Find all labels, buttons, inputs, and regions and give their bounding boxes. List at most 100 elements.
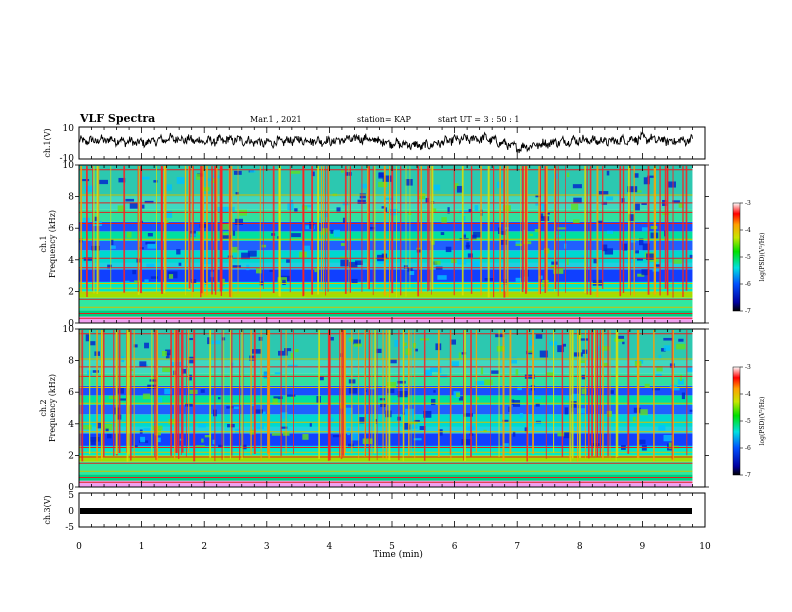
spec2-yticks-label: 10 bbox=[63, 325, 75, 335]
spec1-patch bbox=[636, 190, 642, 193]
spec1-patch bbox=[84, 185, 95, 193]
spec2-patch bbox=[134, 445, 138, 448]
spec2-patch bbox=[96, 421, 102, 429]
spec2-patch bbox=[353, 339, 361, 345]
spec2-patch bbox=[376, 348, 382, 354]
spec1-patch bbox=[378, 172, 384, 179]
spec1-patch bbox=[678, 202, 684, 208]
spec1-patch bbox=[198, 231, 201, 235]
spec1-patch bbox=[124, 280, 130, 284]
spec2-patch bbox=[343, 407, 353, 415]
ch2-spectrogram-yticklabels: 0 2 4 6 8 10 bbox=[63, 325, 75, 493]
spec2-patch bbox=[503, 443, 509, 448]
spec2-patch bbox=[606, 410, 612, 417]
spec2-patch bbox=[644, 383, 650, 388]
spec1-patch bbox=[581, 255, 587, 258]
x-axis-ticklabel: 6 bbox=[452, 542, 458, 552]
ch2-spectrogram-image bbox=[79, 329, 705, 487]
spec2-patch bbox=[287, 394, 296, 397]
spec2-patch bbox=[563, 432, 571, 439]
spec1-patch bbox=[141, 176, 150, 180]
spec1-patch bbox=[606, 230, 614, 234]
spec2-patch bbox=[204, 435, 212, 438]
ch2-colorbar-label: log(PSD)(V²/Hz) bbox=[759, 397, 766, 446]
spec1-patch bbox=[566, 172, 570, 178]
spec1-patch bbox=[282, 279, 286, 286]
spec2-patch bbox=[284, 348, 292, 352]
spec1-patch bbox=[336, 207, 341, 212]
spec1-patch bbox=[314, 267, 317, 273]
x-axis-ticklabel: 3 bbox=[264, 542, 270, 552]
cb1-ticks-label: -4 bbox=[745, 227, 751, 234]
spec1-patch bbox=[635, 203, 640, 211]
spec1-patch bbox=[672, 200, 680, 204]
spec2-patch bbox=[480, 367, 484, 375]
cb2-ticks-label: -3 bbox=[745, 364, 751, 371]
spec1-patch bbox=[463, 232, 467, 238]
spec1-patch bbox=[144, 200, 154, 204]
spec1-patch bbox=[204, 280, 208, 285]
spec2-patch bbox=[658, 425, 666, 431]
spec2-patch bbox=[181, 368, 187, 374]
spec1-patch bbox=[465, 244, 470, 248]
spec1-patch bbox=[445, 246, 452, 253]
spec1-patch bbox=[235, 192, 239, 195]
spec2-patch bbox=[271, 433, 282, 436]
spec2-patch bbox=[655, 373, 662, 377]
x-axis-ticklabel: 0 bbox=[76, 542, 82, 552]
spec1-patch bbox=[554, 234, 561, 238]
spec2-patch bbox=[519, 413, 524, 418]
x-axis-ticklabel: 10 bbox=[699, 542, 711, 552]
spec1-patch bbox=[428, 267, 433, 270]
ch1-colorbar-label: log(PSD)(V²/Hz) bbox=[759, 233, 766, 282]
spec2-patch bbox=[390, 359, 397, 364]
spec2-patch bbox=[496, 346, 505, 352]
spec1-patch bbox=[340, 170, 344, 173]
spec1-patch bbox=[474, 205, 479, 212]
spec1-patch bbox=[381, 206, 386, 209]
spec1-patch bbox=[462, 216, 466, 221]
spec1-patch bbox=[440, 232, 445, 236]
spec2-patch bbox=[475, 396, 479, 401]
spec1-patch bbox=[597, 220, 603, 224]
spec2-patch bbox=[640, 409, 648, 416]
spec2-patch bbox=[256, 422, 264, 430]
ch1-spectrogram-ylabel-channel: ch.1 bbox=[39, 235, 48, 252]
spec1-patch bbox=[409, 271, 415, 276]
spec1-patch bbox=[324, 213, 328, 218]
spec2-patch bbox=[188, 374, 192, 381]
spec1-patch bbox=[132, 269, 137, 275]
spec1-patch bbox=[330, 229, 334, 234]
spec2-patch bbox=[397, 391, 408, 398]
cb1-ticks-label: -5 bbox=[745, 254, 751, 261]
spec2-patch bbox=[408, 421, 418, 425]
spec2-patch bbox=[512, 431, 516, 437]
spec2-patch bbox=[502, 419, 509, 423]
spec1-patch bbox=[550, 265, 557, 269]
ch1-waveform-ytick-top: 10 bbox=[63, 124, 75, 134]
spec1-patch bbox=[110, 245, 116, 249]
spec1-patch bbox=[652, 267, 660, 272]
figure-title: VLF Spectra bbox=[79, 112, 155, 125]
spec2-patch bbox=[90, 440, 96, 445]
spec1-patch bbox=[515, 243, 523, 246]
spec2-patch bbox=[571, 393, 580, 401]
spec2-patch bbox=[451, 361, 460, 367]
spec2-patch bbox=[274, 372, 281, 375]
spec2-patch bbox=[280, 426, 288, 429]
spec1-patch bbox=[648, 258, 659, 262]
spec2-patch bbox=[139, 361, 147, 367]
spec1-patch bbox=[176, 177, 185, 184]
spec1-patch bbox=[247, 250, 257, 257]
spec1-patch bbox=[83, 257, 93, 261]
spec1-patch bbox=[642, 243, 650, 251]
spec1-patch bbox=[546, 212, 550, 215]
cb1-ticks-label: -6 bbox=[745, 281, 751, 288]
ch2-spectrogram-ticks bbox=[75, 328, 709, 488]
spec1-patch bbox=[98, 179, 108, 185]
spec1-patch bbox=[463, 232, 467, 235]
spec2-patch bbox=[557, 345, 564, 353]
spec2-patch bbox=[656, 366, 663, 372]
spec2-patch bbox=[254, 409, 263, 414]
